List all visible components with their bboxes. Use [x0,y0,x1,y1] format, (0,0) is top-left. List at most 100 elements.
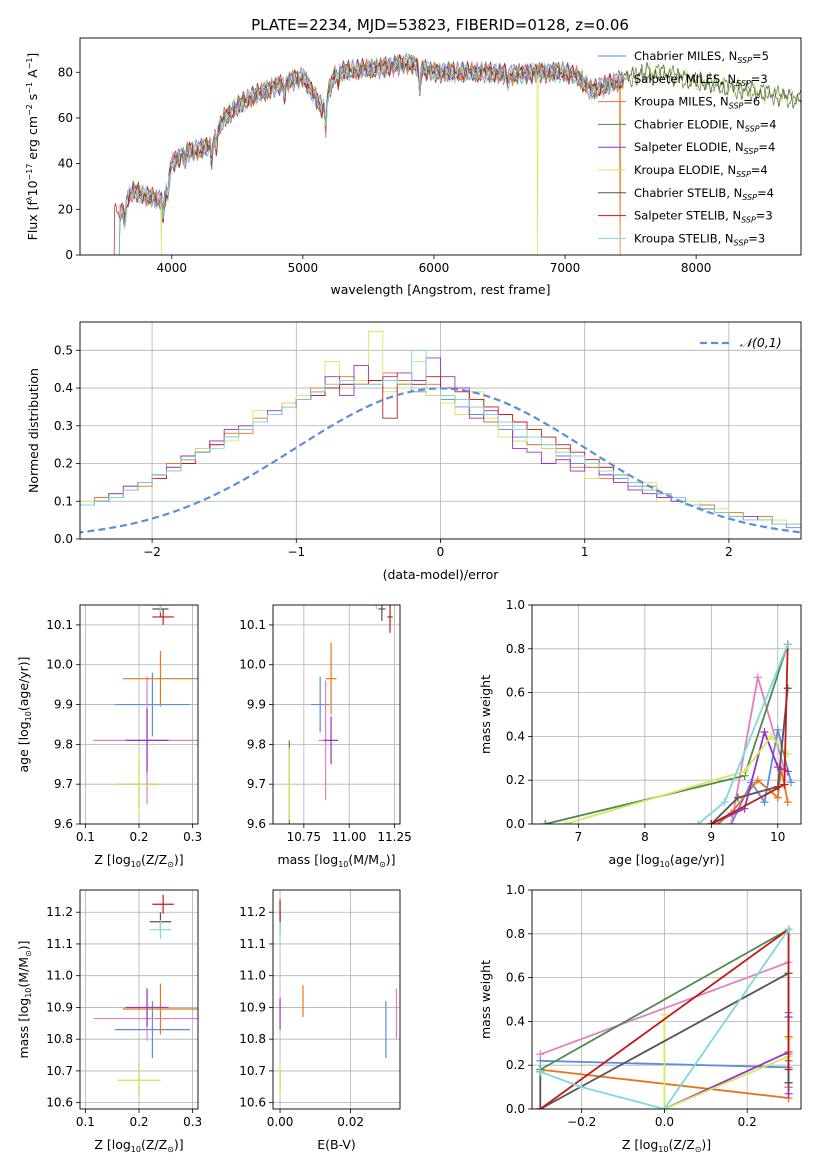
residual_hist-ytick-label: 0.0 [54,532,73,546]
legend-label-text: Chabrier STELIB, N [634,186,742,200]
z_mass-ytick-label: 11.2 [46,905,73,919]
legend-label-text: Salpeter MILES, N [634,72,736,86]
legend-label-text: Kroupa MILES, N [634,95,729,109]
age_weight-xlabel-part: (age/yr)] [670,852,725,867]
mass_age-panel: 10.75 11.00 11.25 9.6 9.7 9.8 9.9 10.0 10.1 mass … [239,604,412,869]
z_weight-xtick-label: −0.2 [567,1115,596,1129]
z_weight-xlabel-part: 10 [658,1145,668,1154]
figure-title: PLATE=2234, MJD=53823, FIBERID=0128, z=0… [251,16,629,34]
age_weight-xtick-label: 9 [708,830,716,844]
spectrum-ytick-label: 40 [58,157,73,171]
spectrum-line-elodie-kroupa [118,54,801,255]
z_weight-ytick-label: 0.4 [506,1014,525,1028]
z_weight-plot-area [536,925,793,1109]
z_mass-xlabel-part: ⊙ [167,1145,174,1154]
hist-step-miles-chabrier [80,380,801,529]
hist-step-stelib-kroupa [80,349,801,529]
z_weight-line-elodie-kroupa [663,1014,790,1109]
z_mass-panel: 0.1 0.2 0.3 10.6 10.7 10.8 10.9 11.0 11.1 11.2 Z [… [16,889,202,1154]
spectrum-ylabel-part: −17 [25,164,34,181]
z_age-ytick-label: 10.1 [46,618,73,632]
spectrum-ytick-label: 60 [58,111,73,125]
legend-label-text: Kroupa ELODIE, N [634,163,736,177]
legend-label-text: Salpeter ELODIE, N [634,140,744,154]
ebv_mass-frame [272,889,401,1110]
z_mass-xlabel-part: (Z/Z [141,1137,167,1152]
z_mass-xtick-label: 0.3 [183,1115,202,1129]
z_weight-line-stelib-salpeter-marker [784,1065,793,1074]
z_weight-line-stelib-salpeter-marker [536,1105,545,1109]
legend-label-sub: SSP [729,102,744,111]
spectrum-xtick-label: 7000 [550,261,581,275]
residual_hist-xtick-label: 2 [725,545,733,559]
age_weight-ytick-label: 0.4 [506,729,525,743]
mass_age-ytick-label: 9.6 [247,817,266,831]
z_mass-xlabel-part: 10 [131,1145,141,1154]
spectrum-ylabel-part: −1 [25,58,34,70]
z_weight-line-stelib-kroupa-marker [784,925,793,934]
mass_age-ytick-label: 9.8 [247,737,266,751]
age_weight-frame [531,604,802,825]
z_mass-xtick-label: 0.1 [76,1115,95,1129]
z_weight-line-miles-salpeter-marker [536,1050,545,1059]
legend-label-value: =3 [756,209,773,223]
residual_hist-xlabel: (data-model)/error [383,567,500,582]
z_age-ytick-label: 9.9 [54,698,73,712]
legend-label-value: =6 [743,95,760,109]
normal-reference-curve [80,387,801,534]
age_weight-xtick-label: 8 [641,830,649,844]
spectrum-xtick-label: 5000 [288,261,319,275]
z_weight-ytick-label: 0.0 [506,1102,525,1116]
z_mass-ytick-label: 10.6 [46,1096,73,1110]
spectrum-ytick-label: 80 [58,65,73,79]
legend-label-value: =4 [758,140,775,154]
z_age-ylabel: age [log10(age/yr)] [16,656,33,772]
mass_age-ytick-label: 10.0 [239,658,266,672]
legend-label-sub: SSP [736,79,751,88]
z_mass-ylabel-part: mass [log [16,998,31,1059]
z_age-ylabel-part: age [log [16,721,31,772]
mass_age-frame [272,604,401,825]
z_age-xlabel-part: Z [log [94,852,130,867]
residual_hist-ytick-label: 0.3 [54,419,73,433]
legend-label: Chabrier MILES, NSSP=5 [634,49,769,65]
ebv_mass-xtick-label: 0.02 [337,1115,364,1129]
z_mass-errorbar-elodie-salpeter [125,988,169,1027]
z_age-frame [79,604,199,825]
residual_hist-ytick-label: 0.1 [54,494,73,508]
z_age-xtick-label: 0.1 [76,830,95,844]
age_weight-xlabel-part: age [log [608,852,659,867]
age_weight-xtick-label: 7 [575,830,583,844]
mass_age-xtick-label: 11.25 [377,830,411,844]
legend-label-sub: SSP [744,147,759,156]
ebv_mass-ytick-label: 10.8 [239,1032,266,1046]
z_mass-ytick-label: 11.0 [46,969,73,983]
age_weight-xtick-label: 10 [770,830,785,844]
legend-label: Salpeter MILES, NSSP=3 [634,72,768,88]
ebv_mass-ytick-label: 10.7 [239,1064,266,1078]
z_mass-ylabel-part: 10 [24,988,33,998]
age_weight-ytick-label: 0.6 [506,686,525,700]
z_age-ytick-label: 9.7 [54,777,73,791]
spectrum-xtick-label: 6000 [419,261,450,275]
legend-label: Chabrier STELIB, NSSP=4 [634,186,774,202]
z_mass-ylabel-part: (M/M [16,957,31,988]
z_mass-ylabel: mass [log10(M/M⊙)] [16,940,33,1058]
z_weight-line-stelib-kroupa-marker [577,1083,586,1092]
spectrum-ylabel-part: erg cm [25,116,40,164]
mass_age-plot-area [283,605,393,824]
z_weight-ytick-label: 0.6 [506,971,525,985]
age_weight-line-stelib-chabrier [710,688,789,824]
age_weight-line-stelib-salpeter-marker [780,780,789,789]
z_age-xlabel-part: (Z/Z [141,852,167,867]
z_age-plot-area [93,605,198,813]
mass_age-errorbar-miles-chabrier [311,676,330,733]
age_weight-line-stelib-salpeter-marker [707,820,716,824]
residual_hist-ytick-label: 0.4 [54,381,73,395]
z_mass-errorbar-miles-kroupa [122,983,198,1035]
legend-label: Salpeter ELODIE, NSSP=4 [634,140,775,156]
mass_age-errorbar-stelib-kroupa [370,605,382,609]
age_weight-line-elodie-kroupa-marker [740,767,749,776]
spectrum-plot-area [113,52,801,255]
